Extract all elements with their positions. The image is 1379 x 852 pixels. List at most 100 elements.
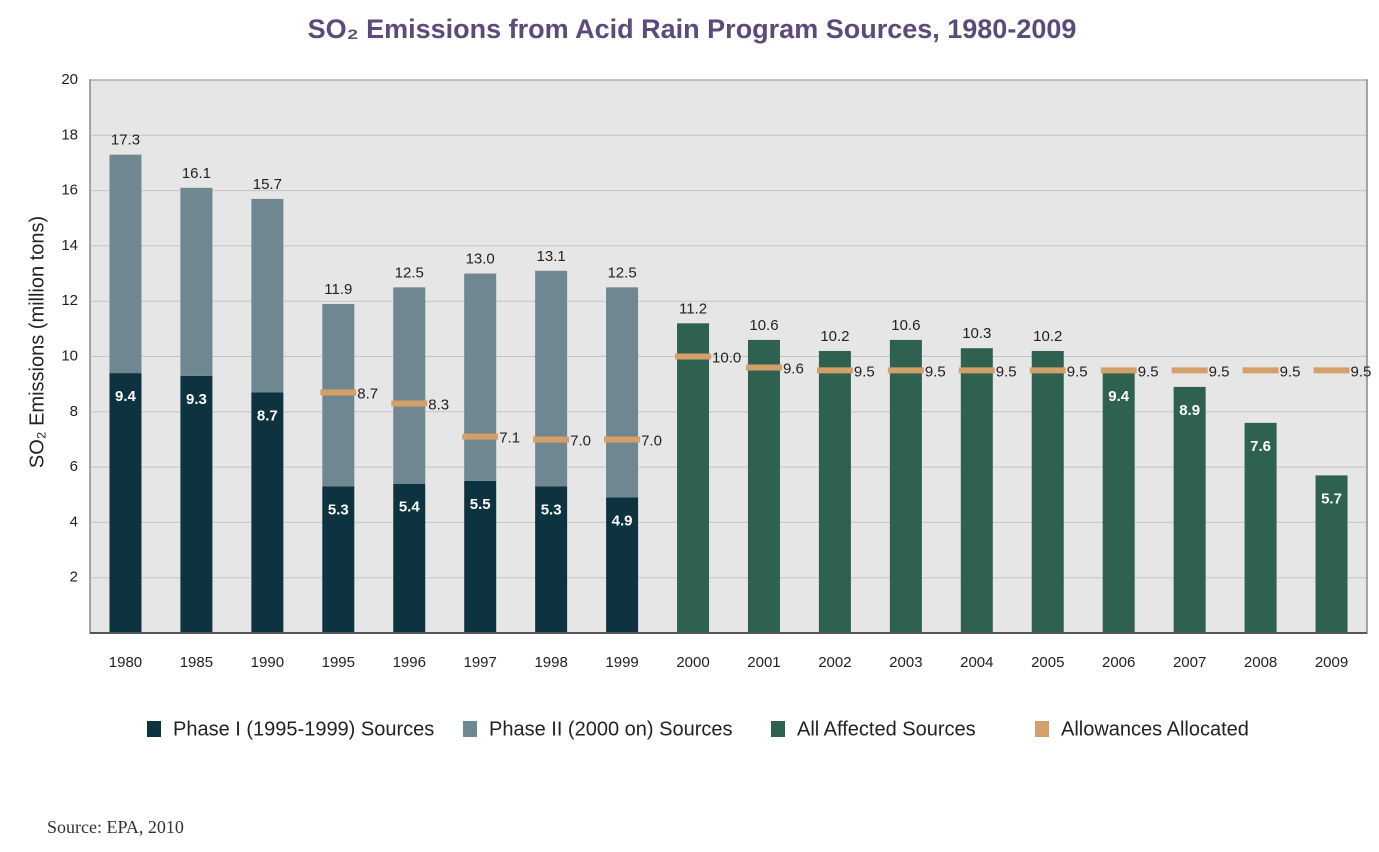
value-label: 8.7: [257, 407, 278, 424]
bar-segment: [322, 486, 355, 633]
y-tick-label: 18: [61, 126, 78, 143]
bar-segment: [109, 154, 142, 374]
value-label: 10.2: [820, 328, 849, 345]
legend-swatch: [147, 721, 161, 737]
x-tick-label: 2007: [1173, 654, 1206, 671]
allowance-label: 8.7: [357, 385, 378, 402]
allowance-label: 9.5: [854, 363, 875, 380]
total-label: 13.1: [537, 248, 566, 265]
value-label: 10.3: [962, 325, 991, 342]
legend-label: Allowances Allocated: [1061, 718, 1249, 740]
x-tick-label: 1997: [464, 654, 497, 671]
value-label: 5.4: [399, 499, 421, 516]
bar-segment: [960, 348, 993, 633]
allowance-label: 9.5: [1138, 363, 1159, 380]
value-label: 5.5: [470, 496, 491, 513]
allowance-label: 9.5: [996, 363, 1017, 380]
bar-segment: [677, 323, 710, 633]
total-label: 16.1: [182, 165, 211, 182]
value-label: 7.6: [1250, 438, 1271, 455]
allowance-label: 9.5: [925, 363, 946, 380]
y-tick-label: 4: [70, 513, 78, 530]
x-tick-label: 1999: [605, 654, 638, 671]
bar-segment: [393, 287, 426, 484]
value-label: 10.2: [1033, 328, 1062, 345]
x-tick-label: 2006: [1102, 654, 1135, 671]
bar-segment: [464, 480, 497, 633]
value-label: 5.3: [541, 501, 562, 518]
x-tick-label: 1980: [109, 654, 142, 671]
total-label: 15.7: [253, 176, 282, 193]
bar-segment: [1244, 422, 1277, 633]
legend-swatch: [771, 721, 785, 737]
x-tick-label: 2008: [1244, 654, 1277, 671]
legend-label: All Affected Sources: [797, 718, 976, 740]
bar-segment: [1315, 475, 1348, 633]
total-label: 17.3: [111, 132, 140, 149]
bar-segment: [464, 273, 497, 481]
value-label: 11.2: [679, 300, 707, 317]
legend-swatch: [1035, 721, 1049, 737]
value-label: 9.3: [186, 391, 207, 408]
chart-title: SO₂ Emissions from Acid Rain Program Sou…: [308, 14, 1077, 44]
total-label: 13.0: [466, 251, 495, 268]
allowance-label: 9.5: [1280, 363, 1301, 380]
value-label: 9.4: [1108, 388, 1130, 405]
bar-segment: [889, 339, 922, 633]
allowance-label: 7.0: [641, 432, 662, 449]
bar-segment: [606, 287, 639, 498]
bar-segment: [535, 270, 568, 487]
legend-label: Phase I (1995-1999) Sources: [173, 718, 434, 740]
bar-segment: [109, 373, 142, 633]
source-note: Source: EPA, 2010: [47, 817, 184, 837]
allowance-label: 9.5: [1351, 363, 1372, 380]
y-tick-label: 6: [70, 458, 78, 475]
value-label: 10.6: [891, 317, 920, 334]
x-tick-label: 1996: [393, 654, 426, 671]
bar-segment: [180, 187, 213, 376]
allowance-label: 9.6: [783, 361, 804, 378]
value-label: 4.9: [612, 512, 633, 529]
x-tick-label: 2005: [1031, 654, 1064, 671]
y-tick-label: 10: [61, 347, 78, 364]
legend-swatch: [463, 721, 477, 737]
x-tick-label: 2001: [747, 654, 780, 671]
total-label: 11.9: [324, 281, 352, 298]
total-label: 12.5: [395, 264, 424, 281]
x-tick-label: 2009: [1315, 654, 1348, 671]
x-tick-label: 1995: [322, 654, 355, 671]
allowance-label: 7.1: [499, 430, 520, 447]
y-tick-label: 20: [61, 71, 78, 88]
bar-segment: [251, 392, 284, 633]
bar-segment: [393, 483, 426, 633]
x-tick-label: 2002: [818, 654, 851, 671]
bar-segment: [1102, 373, 1135, 633]
value-label: 9.4: [115, 388, 137, 405]
y-axis-label: SO₂ Emissions (million tons): [26, 216, 48, 468]
bar-segment: [1031, 350, 1064, 633]
allowance-label: 9.5: [1209, 363, 1230, 380]
allowance-label: 10.0: [712, 349, 741, 366]
bar-segment: [747, 339, 780, 633]
y-tick-label: 14: [61, 237, 78, 254]
y-tick-label: 2: [70, 569, 78, 586]
x-tick-label: 1990: [251, 654, 284, 671]
allowance-label: 9.5: [1067, 363, 1088, 380]
legend-label: Phase II (2000 on) Sources: [489, 718, 732, 740]
bar-segment: [1173, 386, 1206, 633]
x-tick-label: 2000: [676, 654, 709, 671]
value-label: 10.6: [749, 317, 778, 334]
y-tick-label: 8: [70, 403, 78, 420]
x-tick-label: 1985: [180, 654, 213, 671]
bar-segment: [535, 486, 568, 633]
x-tick-label: 1998: [534, 654, 567, 671]
allowance-label: 7.0: [570, 432, 591, 449]
bar-segment: [180, 375, 213, 633]
total-label: 12.5: [607, 264, 636, 281]
value-label: 5.3: [328, 501, 349, 518]
allowance-label: 8.3: [428, 396, 449, 413]
y-tick-label: 16: [61, 182, 78, 199]
y-tick-label: 12: [61, 292, 78, 309]
bar-segment: [606, 497, 639, 633]
